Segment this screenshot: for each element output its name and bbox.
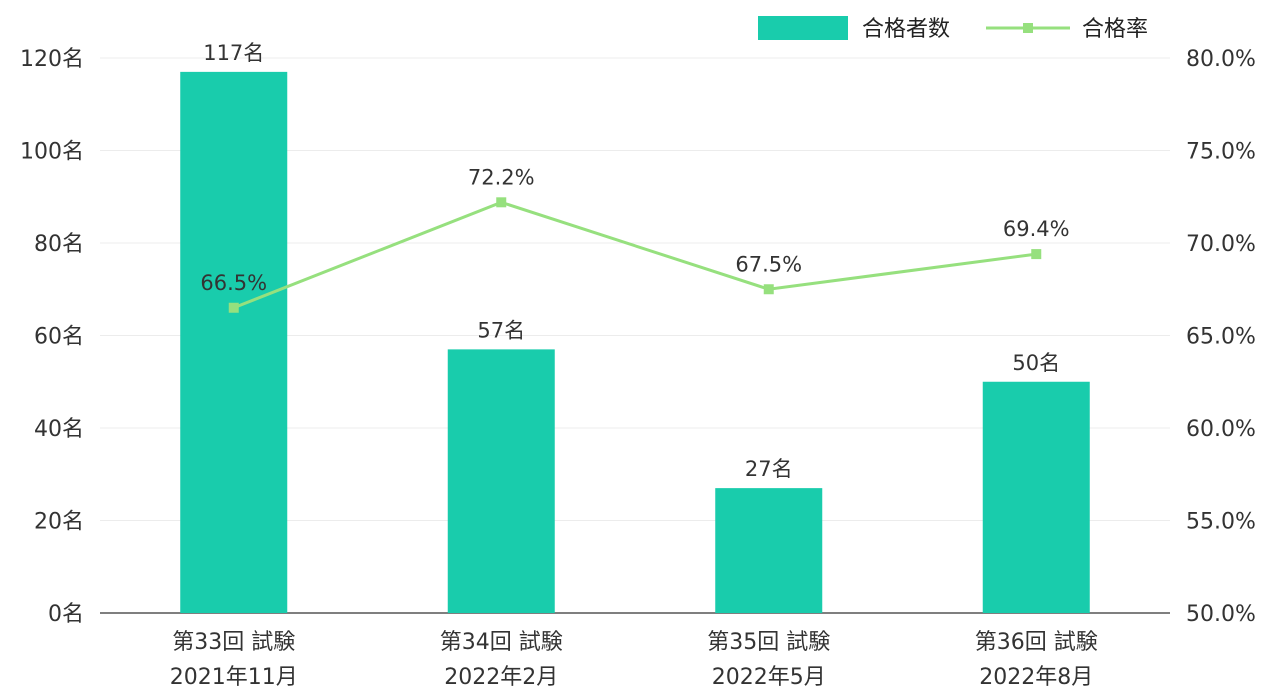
left-tick-label: 100名 (20, 140, 84, 165)
line-point (1031, 249, 1042, 260)
right-tick-label: 60.0% (1186, 417, 1256, 442)
category-label: 第33回 試験 (172, 630, 295, 655)
left-tick-label: 20名 (34, 510, 84, 535)
bar-data-label: 57名 (477, 318, 525, 342)
rate-line (233, 200, 1037, 310)
right-tick-label: 70.0% (1186, 232, 1256, 257)
right-tick-label: 65.0% (1186, 325, 1256, 350)
bar-data-label: 27名 (745, 457, 793, 481)
right-tick-label: 55.0% (1186, 510, 1256, 535)
line-data-label: 67.5% (735, 252, 802, 276)
left-tick-label: 0名 (48, 602, 84, 627)
category-label: 2022年5月 (712, 665, 826, 690)
right-tick-label: 80.0% (1186, 47, 1256, 72)
legend-line-label: 合格率 (1082, 17, 1148, 42)
bar (715, 488, 823, 613)
category-label: 第34回 試験 (440, 630, 563, 655)
left-tick-label: 60名 (34, 325, 84, 350)
line-data-label: 69.4% (1003, 217, 1070, 241)
legend-bar-swatch (758, 16, 848, 40)
line-point (496, 197, 507, 208)
legend: 合格者数 合格率 (758, 16, 1148, 42)
bar-data-label: 50名 (1012, 351, 1060, 375)
category-label: 2022年2月 (444, 665, 558, 690)
line-point (763, 284, 774, 295)
right-tick-label: 75.0% (1186, 140, 1256, 165)
bar (180, 71, 288, 613)
right-axis: 50.0% 55.0% 60.0% 65.0% 70.0% 75.0% 80.0% (1186, 47, 1256, 627)
bar (982, 381, 1090, 613)
left-tick-label: 120名 (20, 47, 84, 72)
line-series: 66.5% 72.2% 67.5% 69.4% (200, 165, 1070, 313)
category-axis: 第33回 試験 2021年11月 第34回 試験 2022年2月 第35回 試験 2022… (170, 630, 1098, 690)
line-point (228, 302, 239, 313)
legend-line-marker (1023, 23, 1033, 33)
category-label: 2022年8月 (979, 665, 1093, 690)
legend-bar-label: 合格者数 (862, 17, 950, 42)
left-tick-label: 40名 (34, 417, 84, 442)
category-label: 第36回 試験 (975, 630, 1098, 655)
category-label: 2021年11月 (170, 665, 298, 690)
bar-data-label: 117名 (203, 41, 264, 65)
bar-series: 117名 57名 27名 50名 (180, 41, 1090, 613)
line-data-label: 66.5% (200, 271, 267, 295)
line-data-label: 72.2% (468, 165, 535, 189)
right-tick-label: 50.0% (1186, 602, 1256, 627)
left-axis: 0名 20名 40名 60名 80名 100名 120名 (20, 47, 84, 627)
category-label: 第35回 試験 (707, 630, 830, 655)
bar (447, 349, 555, 613)
left-tick-label: 80名 (34, 232, 84, 257)
